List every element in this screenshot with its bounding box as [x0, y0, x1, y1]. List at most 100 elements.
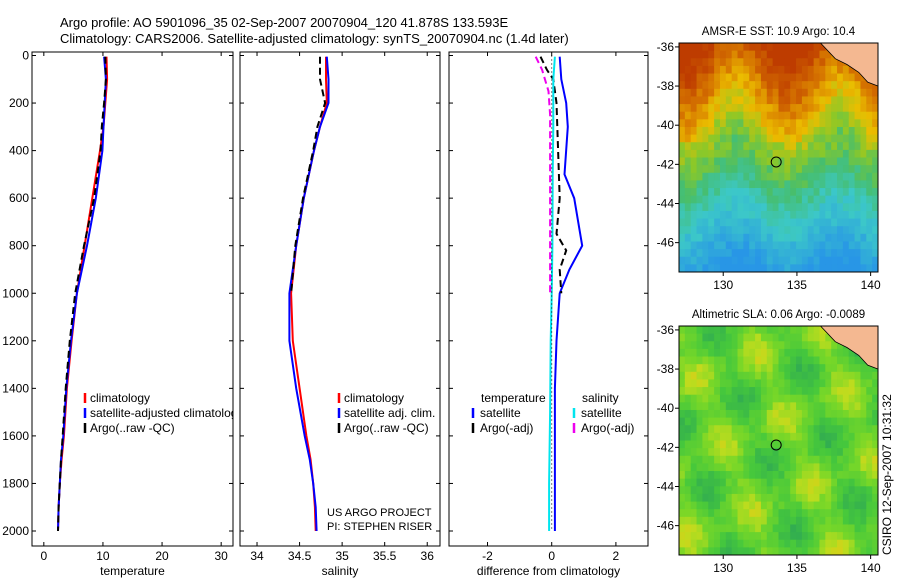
sst_map-cell — [766, 203, 774, 212]
sla_map-cell — [831, 516, 838, 526]
sla_map-cell — [737, 516, 744, 526]
sla_map-cell — [772, 463, 780, 472]
sst_map-cell — [825, 218, 832, 227]
sst_map-cell — [714, 43, 721, 52]
sst_map-cell — [690, 195, 698, 204]
sst_map-cell — [725, 195, 733, 204]
sla_map-cell — [702, 440, 709, 449]
sla_map-cell — [784, 524, 791, 533]
sla_map-cell — [784, 539, 791, 548]
salinity-xtick-label: 34 — [250, 549, 264, 563]
sst_map-cell — [714, 172, 721, 181]
sla_map-cell — [831, 463, 838, 472]
sst_map-cell — [831, 134, 838, 143]
sst_map-cell — [743, 50, 750, 59]
sst_map-cell — [872, 111, 878, 120]
sla_map-cell — [801, 417, 809, 426]
sla_map-cell — [831, 371, 838, 381]
sla_map-cell — [813, 516, 821, 526]
sla_map-cell — [725, 341, 733, 350]
sla_map-cell — [708, 455, 715, 464]
sla_map-cell — [743, 425, 750, 434]
sst_map-cell — [831, 165, 838, 174]
sla_map-cell — [825, 341, 832, 350]
sla_map-cell — [807, 509, 815, 518]
sla_map-cell — [790, 348, 797, 358]
sla_map-cell — [766, 478, 774, 487]
sst_map-cell — [690, 73, 698, 82]
sla_map-cell — [796, 516, 803, 526]
sst_map-cell — [679, 210, 686, 220]
sla_map-cell — [760, 509, 768, 518]
sst_map-cell — [819, 142, 826, 151]
sst_map-cell — [872, 210, 878, 220]
sst_map-cell — [772, 104, 780, 113]
sla_map-cell — [872, 516, 878, 526]
sst_map-cell — [778, 256, 785, 265]
sst_map-cell — [708, 96, 715, 105]
sst_map-cell — [784, 203, 791, 212]
sla_map-cell — [784, 326, 791, 335]
sst_map-cell — [737, 210, 744, 220]
sst_map-cell — [749, 104, 756, 113]
sla_map-cell — [749, 501, 756, 510]
sst_map-cell — [866, 210, 873, 220]
sst_map-cell — [731, 126, 739, 136]
sla_map-cell — [813, 348, 821, 358]
sst_map-cell — [766, 43, 774, 52]
figure-title-line2: Climatology: CARS2006. Satellite-adjuste… — [60, 31, 569, 46]
sla_map-cell — [837, 493, 844, 503]
sla_map-cell — [702, 471, 709, 480]
sla_map-cell — [743, 348, 750, 358]
sst_map-cell — [860, 210, 867, 220]
sla_map-cell — [784, 394, 791, 403]
sst_map-cell — [842, 180, 850, 189]
sst_map-cell — [848, 210, 856, 220]
sst_map-cell — [708, 73, 715, 82]
sla_map-cell — [831, 493, 838, 503]
sst_map-cell — [719, 195, 727, 204]
sst_map-cell — [807, 157, 815, 166]
sla_map-cell — [807, 379, 815, 388]
sla_map-cell — [854, 455, 862, 464]
sst_map-cell — [848, 264, 856, 272]
sla_map-cell — [743, 371, 750, 381]
sla_map-cell — [837, 463, 844, 472]
sla_map-cell — [790, 471, 797, 480]
sla_map-cell — [743, 440, 750, 449]
sla_map-cell — [719, 341, 727, 350]
sst_map-cell — [766, 96, 774, 105]
sla_map-cell — [872, 387, 878, 396]
sla_map-cell — [766, 448, 774, 457]
sla_map-cell — [743, 379, 750, 388]
sla_map-cell — [679, 524, 686, 533]
sla_map-cell — [813, 371, 821, 381]
sla_map-cell — [813, 432, 821, 442]
sla_map-cell — [842, 364, 850, 373]
sla_map-cell — [690, 455, 698, 464]
sla_map-cell — [813, 532, 821, 541]
sla_map-field — [679, 326, 878, 555]
sst_map-cell — [848, 126, 856, 136]
sla_map-cell — [848, 493, 856, 503]
sst_map-cell — [807, 43, 815, 52]
sla_map-cell — [796, 455, 803, 464]
sst_map-cell — [760, 264, 768, 272]
sst_map-cell — [772, 149, 780, 159]
sst_map-cell — [784, 126, 791, 136]
sst_map-cell — [860, 126, 867, 136]
sst_map-cell — [696, 126, 704, 136]
sla_map-cell — [737, 379, 744, 388]
sla_map-cell — [807, 486, 815, 495]
sst_map-cell — [743, 65, 750, 75]
sla_map-cell — [778, 524, 785, 533]
sst_map-cell — [837, 188, 844, 197]
sst_map-cell — [737, 88, 744, 98]
sst_map-cell — [690, 233, 698, 243]
sst_map-cell — [790, 111, 797, 120]
sla_map-cell — [731, 326, 739, 335]
sst_map-cell — [684, 65, 692, 75]
sst_map-cell — [714, 96, 721, 105]
sla_map-cell — [807, 402, 815, 411]
